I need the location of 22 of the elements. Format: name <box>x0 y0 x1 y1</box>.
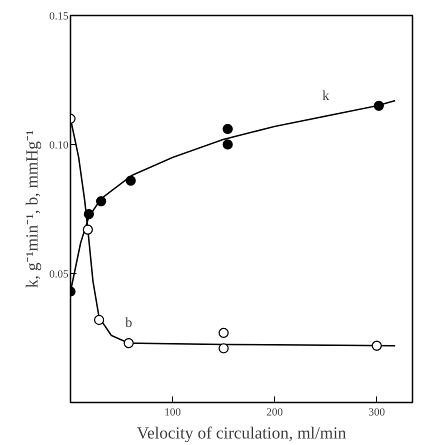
y-axis-title: k, g⁻¹min⁻¹, b, mmHg⁻¹ <box>22 130 42 288</box>
point <box>222 124 233 134</box>
y-tick-label: 0.10 <box>49 140 69 152</box>
point <box>84 209 94 220</box>
point <box>124 338 134 348</box>
x-tick-label: 100 <box>164 406 182 418</box>
point <box>94 314 104 326</box>
point <box>372 340 382 351</box>
point <box>82 224 93 235</box>
series-label: k <box>322 89 330 104</box>
point <box>222 139 233 150</box>
y-tick-label: 0.15 <box>49 10 69 22</box>
series-label: b <box>125 316 132 332</box>
point <box>374 100 384 111</box>
x-axis-title: Velocity of circulation, ml/min <box>136 424 347 442</box>
x-tick-label: 300 <box>368 406 386 418</box>
point <box>218 343 229 354</box>
point <box>218 328 229 338</box>
y-tick-label: 0.05 <box>49 268 69 280</box>
point <box>96 196 106 206</box>
point <box>126 176 136 186</box>
x-tick-label: 200 <box>266 406 284 418</box>
